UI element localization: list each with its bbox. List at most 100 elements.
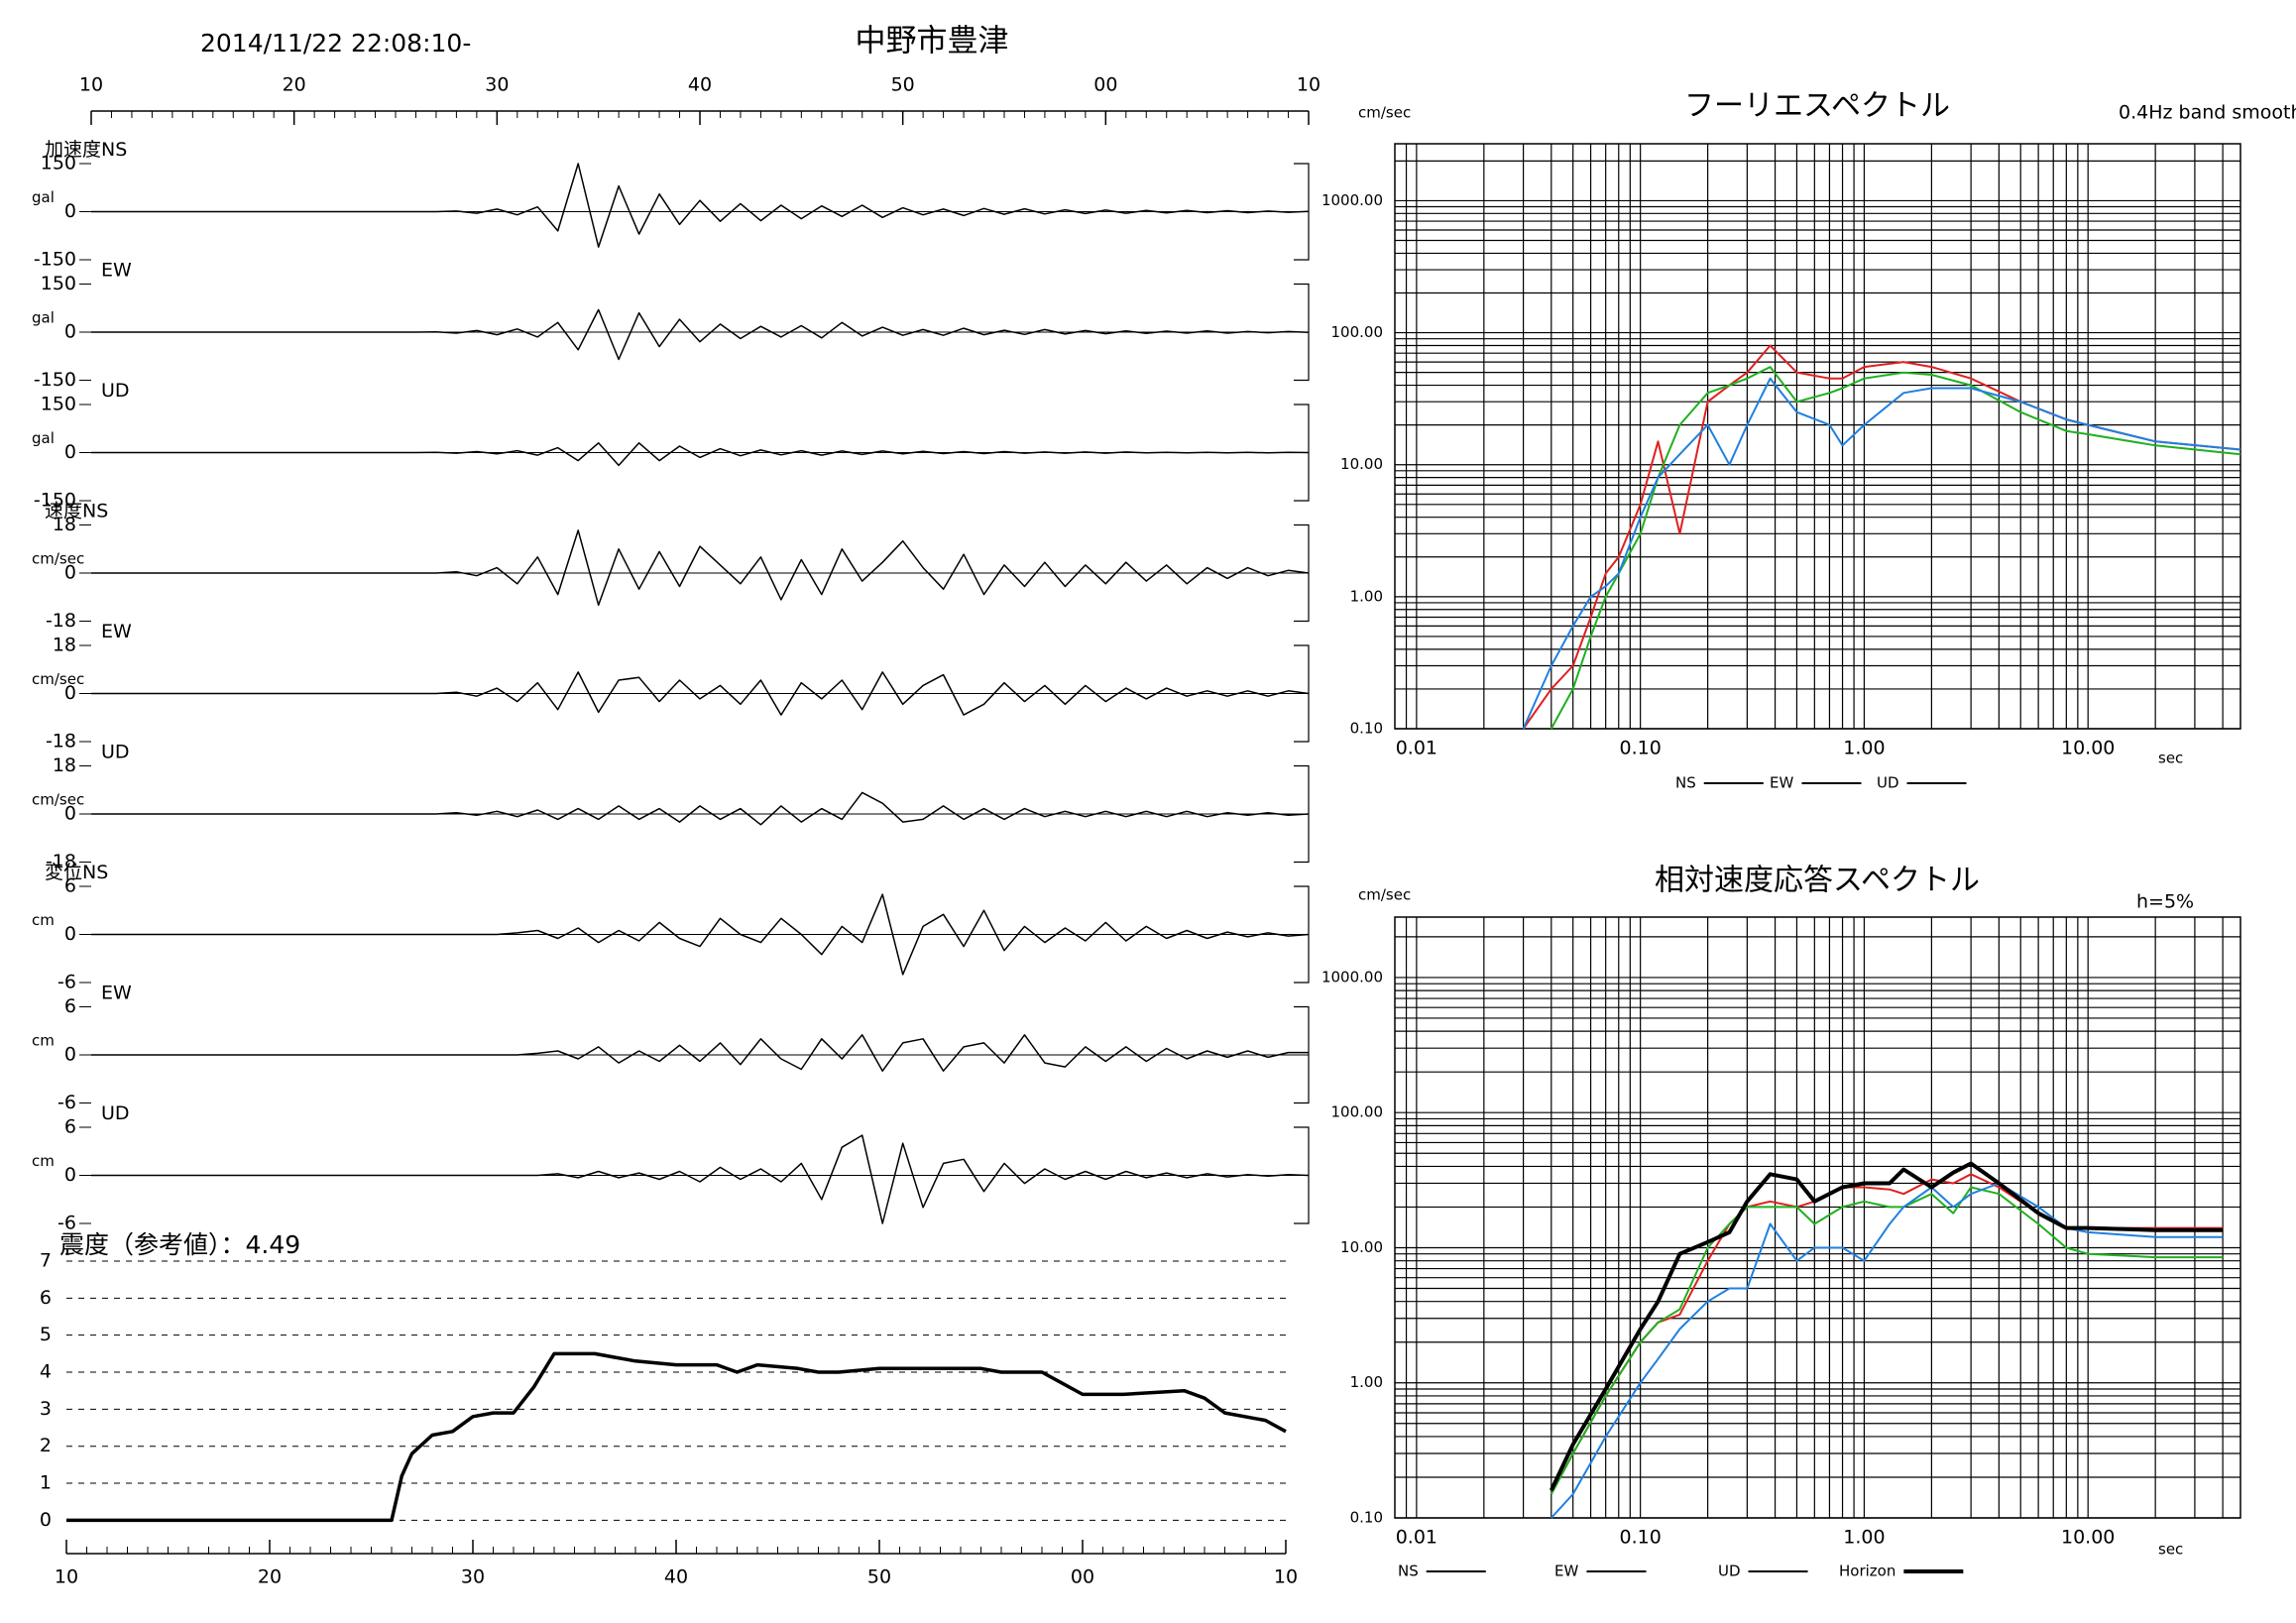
x-tick-label: 0.10 bbox=[1619, 738, 1661, 759]
legend-label: NS bbox=[1398, 1563, 1419, 1580]
chart-title: フーリエスペクトル bbox=[1684, 89, 1950, 124]
x-tick-label: 50 bbox=[891, 74, 915, 96]
y-tick-label: 0 bbox=[40, 1509, 52, 1531]
panel-label: UD bbox=[101, 1102, 130, 1124]
series-name: NS bbox=[82, 862, 108, 883]
y-tick-label: 150 bbox=[41, 153, 76, 174]
y-unit: cm bbox=[32, 911, 55, 929]
y-tick-label: 6 bbox=[64, 995, 76, 1017]
y-tick-label: 0.10 bbox=[1350, 1509, 1383, 1527]
panel-label: 変位NS bbox=[45, 862, 108, 883]
series-name: UD bbox=[101, 1102, 130, 1124]
plot-frame bbox=[1394, 916, 2241, 1519]
x-tick-label: 50 bbox=[867, 1566, 891, 1588]
panel-title: 速度 bbox=[45, 500, 82, 522]
y-tick-label: 18 bbox=[53, 635, 76, 656]
legend-label: UD bbox=[1718, 1563, 1741, 1580]
x-tick-label: 0.10 bbox=[1619, 1527, 1661, 1549]
waveform bbox=[91, 442, 1310, 467]
series-name: EW bbox=[101, 621, 132, 642]
series-line bbox=[1550, 1186, 2224, 1495]
series-name: EW bbox=[101, 982, 132, 1003]
plot-frame bbox=[1394, 143, 2241, 730]
y-tick-label: 100.00 bbox=[1331, 323, 1384, 341]
y-unit: gal bbox=[32, 309, 55, 327]
x-tick-label: 0.01 bbox=[1396, 1527, 1437, 1549]
y-tick-label: 0 bbox=[64, 682, 76, 704]
y-tick-label: 18 bbox=[53, 754, 76, 776]
y-tick-label: -18 bbox=[46, 731, 76, 753]
y-tick-label: -150 bbox=[34, 369, 76, 391]
y-tick-label: 0 bbox=[64, 441, 76, 463]
y-unit: gal bbox=[32, 188, 55, 206]
y-tick-label: 0 bbox=[64, 923, 76, 945]
intensity-line bbox=[66, 1351, 1287, 1523]
y-axis-label: cm/sec bbox=[1358, 886, 1411, 904]
y-axis-label: cm/sec bbox=[1358, 104, 1411, 122]
y-tick-label: 3 bbox=[40, 1398, 52, 1420]
y-unit: gal bbox=[32, 429, 55, 447]
y-tick-label: 0 bbox=[64, 1164, 76, 1186]
x-tick-label: 0.01 bbox=[1396, 738, 1437, 759]
panel-label: EW bbox=[101, 259, 132, 281]
x-tick-label: 10 bbox=[1274, 1566, 1298, 1588]
y-tick-label: 0 bbox=[64, 200, 76, 222]
panel-label: UD bbox=[101, 380, 130, 402]
x-tick-label: 10.00 bbox=[2061, 738, 2115, 759]
x-tick-label: 40 bbox=[688, 74, 712, 96]
y-tick-label: 1 bbox=[40, 1472, 52, 1494]
waveform bbox=[91, 791, 1310, 826]
series-name: EW bbox=[101, 259, 132, 281]
y-unit: cm bbox=[32, 1032, 55, 1050]
y-tick-label: -18 bbox=[46, 851, 76, 872]
panel-label: EW bbox=[101, 982, 132, 1003]
y-unit: cm/sec bbox=[32, 550, 84, 568]
y-tick-label: 0 bbox=[64, 1044, 76, 1066]
waveform bbox=[91, 671, 1310, 716]
x-tick-label: 1.00 bbox=[1843, 1527, 1885, 1549]
y-tick-label: 6 bbox=[64, 875, 76, 897]
y-tick-label: -6 bbox=[57, 1213, 76, 1234]
legend-label: UD bbox=[1877, 774, 1899, 792]
x-tick-label: 10 bbox=[1297, 74, 1320, 96]
waveform bbox=[91, 1134, 1310, 1224]
y-unit: cm/sec bbox=[32, 670, 84, 688]
y-tick-label: 0 bbox=[64, 803, 76, 825]
panel-title: 加速度 bbox=[45, 139, 101, 161]
y-unit: cm/sec bbox=[32, 791, 84, 809]
panel-label: EW bbox=[101, 621, 132, 642]
y-tick-label: 150 bbox=[41, 273, 76, 294]
series-line bbox=[1522, 377, 2241, 730]
chart-title: 震度（参考値）：4.49 bbox=[59, 1230, 300, 1259]
x-tick-label: 10 bbox=[55, 1566, 78, 1588]
series-line bbox=[1549, 1161, 2224, 1492]
y-tick-label: 10.00 bbox=[1340, 1238, 1383, 1256]
chart-title: 相対速度応答スペクトル bbox=[1655, 864, 1980, 898]
x-tick-label: 1.00 bbox=[1843, 738, 1885, 759]
panel-label: 加速度NS bbox=[45, 139, 127, 161]
series-line bbox=[1550, 1182, 2224, 1519]
y-tick-label: 6 bbox=[40, 1287, 52, 1309]
station-name: 中野市豊津 bbox=[856, 24, 1009, 59]
y-tick-label: 4 bbox=[40, 1361, 52, 1383]
y-tick-label: -6 bbox=[57, 1092, 76, 1113]
y-tick-label: -150 bbox=[34, 490, 76, 512]
y-tick-label: 1000.00 bbox=[1321, 191, 1383, 209]
chart-subtitle: h=5% bbox=[2136, 891, 2194, 913]
series-name: UD bbox=[101, 741, 130, 762]
x-axis-label: sec bbox=[2158, 1541, 2183, 1559]
y-tick-label: 6 bbox=[64, 1116, 76, 1138]
series-name: UD bbox=[101, 380, 130, 402]
legend-label: EW bbox=[1554, 1563, 1578, 1580]
x-tick-label: 10.00 bbox=[2061, 1527, 2115, 1549]
y-tick-label: 1.00 bbox=[1350, 1373, 1383, 1391]
waveform bbox=[91, 893, 1310, 976]
panel-title: 変位 bbox=[45, 862, 82, 883]
panel-label: UD bbox=[101, 741, 130, 762]
y-tick-label: -18 bbox=[46, 610, 76, 632]
waveform bbox=[91, 1034, 1309, 1072]
waveform bbox=[91, 308, 1310, 361]
x-tick-label: 20 bbox=[283, 74, 306, 96]
y-tick-label: -150 bbox=[34, 249, 76, 271]
legend-label: NS bbox=[1675, 774, 1696, 792]
